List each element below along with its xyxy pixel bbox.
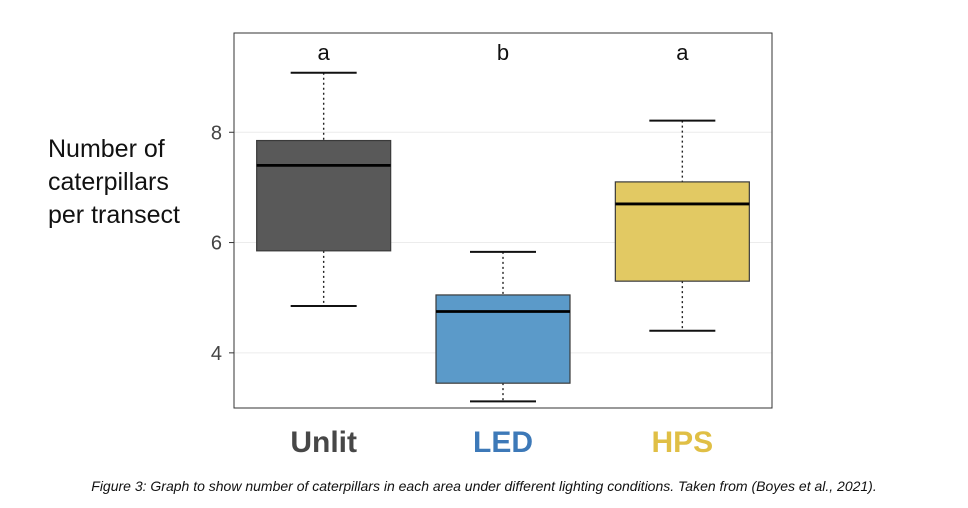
y-tick-label-4: 4 [211,343,222,365]
category-labels: Unlit LED HPS [290,426,713,459]
hps-significance-letter: a [676,40,689,65]
box-plot-chart: Number of caterpillars per transect 468 … [48,32,773,459]
y-tick-label-8: 8 [211,122,222,144]
y-tick-label-6: 6 [211,233,222,255]
y-axis-label-line-1: Number of [48,135,165,163]
category-label-hps: HPS [651,426,713,459]
box-hps: a [614,40,750,332]
plot-frame [233,32,773,409]
box-unlit: a [256,40,392,307]
unlit-iqr-box [256,139,392,252]
led-iqr-box [435,294,571,384]
y-axis-label-line-2: caterpillars [48,168,169,196]
hps-iqr-box [614,181,750,282]
figure-caption: Figure 3: Graph to show number of caterp… [91,478,877,494]
y-axis: 4 6 8 [211,32,773,409]
box-led: b [435,40,571,403]
category-label-unlit: Unlit [290,426,357,459]
unlit-significance-letter: a [318,40,331,65]
y-axis-label: Number of caterpillars per transect [48,135,180,229]
y-axis-label-line-3: per transect [48,201,180,229]
led-significance-letter: b [497,40,509,65]
category-label-led: LED [473,426,533,459]
